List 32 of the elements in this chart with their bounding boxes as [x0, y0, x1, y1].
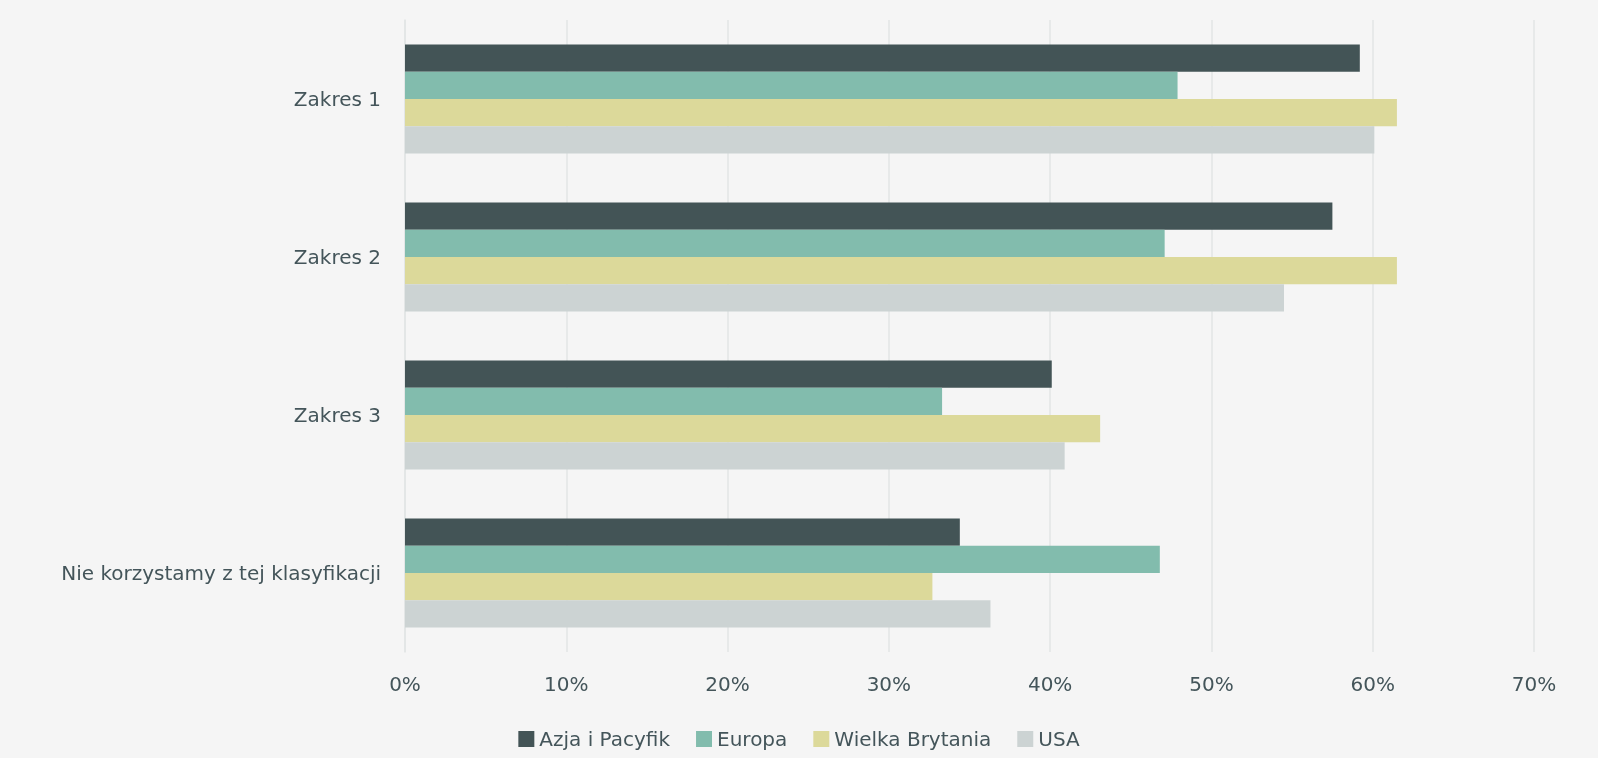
bar: [405, 44, 1360, 72]
y-tick-label: Zakres 2: [293, 245, 381, 269]
x-tick-label: 60%: [1350, 672, 1395, 696]
bar: [405, 71, 1178, 99]
bar: [405, 99, 1397, 127]
bar: [405, 126, 1375, 154]
bar: [405, 284, 1285, 312]
x-tick-label: 0%: [389, 672, 421, 696]
legend-label: Europa: [717, 727, 788, 751]
legend-label: USA: [1038, 727, 1080, 751]
x-tick-label: 20%: [705, 672, 750, 696]
x-tick-label: 70%: [1511, 672, 1557, 696]
bar: [405, 518, 960, 546]
bar: [405, 545, 1160, 573]
y-tick-label: Zakres 1: [293, 87, 381, 111]
bar: [405, 360, 1052, 388]
bar: [405, 202, 1333, 230]
y-tick-label: Zakres 3: [293, 403, 381, 427]
x-tick-label: 40%: [1027, 672, 1073, 696]
bar: [405, 573, 933, 601]
bar: [405, 415, 1101, 443]
x-tick-label: 10%: [544, 672, 589, 696]
x-tick-label: 50%: [1189, 672, 1234, 696]
bar: [405, 229, 1165, 257]
y-tick-label: Nie korzystamy z tej klasyfikacji: [61, 561, 381, 585]
bar: [405, 442, 1065, 470]
legend-label: Wielka Brytania: [834, 727, 992, 751]
x-tick-label: 30%: [866, 672, 912, 696]
legend-label: Azja i Pacyfik: [539, 727, 671, 751]
bar: [405, 387, 943, 415]
bar: [405, 600, 991, 628]
bar: [405, 257, 1397, 285]
